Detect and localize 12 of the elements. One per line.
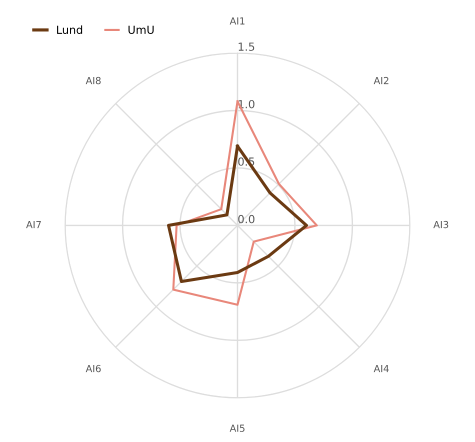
spoke-label: AI7 bbox=[26, 221, 41, 228]
text: 0.0 bbox=[238, 214, 254, 224]
spoke-label: AI5 bbox=[230, 424, 244, 432]
spoke-label: AI4 bbox=[374, 365, 389, 372]
spoke-label: AI1 bbox=[230, 17, 244, 24]
spoke-label: AI6 bbox=[86, 364, 101, 372]
legend-label: UmU bbox=[128, 26, 154, 34]
spoke-label: AI3 bbox=[433, 220, 448, 228]
spoke-label: AI2 bbox=[374, 76, 388, 84]
y-tick-label: 1.5 bbox=[238, 42, 254, 51]
spoke-label: AI8 bbox=[86, 76, 101, 84]
legend-label: Lund bbox=[57, 25, 82, 34]
